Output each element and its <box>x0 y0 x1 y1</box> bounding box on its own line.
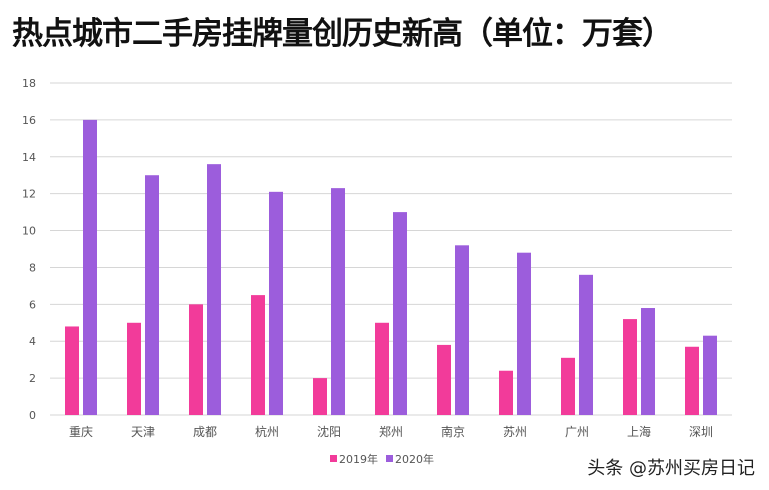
y-tick-label: 4 <box>29 335 36 348</box>
x-tick-label: 沈阳 <box>317 424 341 439</box>
bar-2020年 <box>207 164 221 415</box>
y-tick-label: 6 <box>29 298 36 311</box>
y-tick-label: 16 <box>22 114 36 127</box>
legend-label: 2020年 <box>395 452 434 466</box>
bar-2019年 <box>561 357 575 415</box>
y-tick-label: 12 <box>22 188 36 201</box>
y-tick-label: 0 <box>29 409 36 422</box>
y-tick-label: 8 <box>29 261 36 274</box>
y-tick-label: 10 <box>22 225 36 238</box>
legend-swatch <box>330 455 337 462</box>
bar-2019年 <box>685 346 699 415</box>
bar-2019年 <box>499 370 513 415</box>
bar-2019年 <box>251 295 265 415</box>
x-tick-label: 郑州 <box>379 424 403 439</box>
bar-2019年 <box>437 344 451 415</box>
bar-2020年 <box>703 335 717 415</box>
x-tick-label: 杭州 <box>255 424 279 439</box>
bar-2019年 <box>189 304 203 415</box>
legend-swatch <box>386 455 393 462</box>
bar-2020年 <box>145 175 159 415</box>
x-tick-label: 上海 <box>627 424 651 439</box>
x-tick-label: 天津 <box>131 425 155 439</box>
bar-2019年 <box>375 322 389 415</box>
chart-title: 热点城市二手房挂牌量创历史新高（单位：万套） <box>12 16 673 52</box>
x-tick-label: 重庆 <box>69 425 93 439</box>
bar-2019年 <box>65 326 79 415</box>
x-tick-label: 南京 <box>441 424 465 439</box>
bar-2020年 <box>517 252 531 415</box>
bar-2020年 <box>83 119 97 415</box>
x-tick-label: 深圳 <box>689 425 713 439</box>
bar-2020年 <box>579 274 593 415</box>
bar-2020年 <box>455 245 469 415</box>
bar-2020年 <box>393 212 407 415</box>
bar-2019年 <box>623 319 637 415</box>
x-tick-label: 广州 <box>565 425 589 439</box>
bar-2020年 <box>331 188 345 415</box>
x-tick-label: 成都 <box>193 425 217 439</box>
legend-label: 2019年 <box>339 452 378 466</box>
y-tick-label: 2 <box>29 372 36 385</box>
bar-2019年 <box>127 322 141 415</box>
x-tick-label: 苏州 <box>503 425 527 439</box>
y-tick-label: 18 <box>22 77 36 90</box>
bar-2019年 <box>313 378 327 415</box>
y-tick-label: 14 <box>22 151 36 164</box>
bar-2020年 <box>269 191 283 415</box>
bar-2020年 <box>641 308 655 415</box>
watermark: 头条 @苏州买房日记 <box>587 458 755 479</box>
